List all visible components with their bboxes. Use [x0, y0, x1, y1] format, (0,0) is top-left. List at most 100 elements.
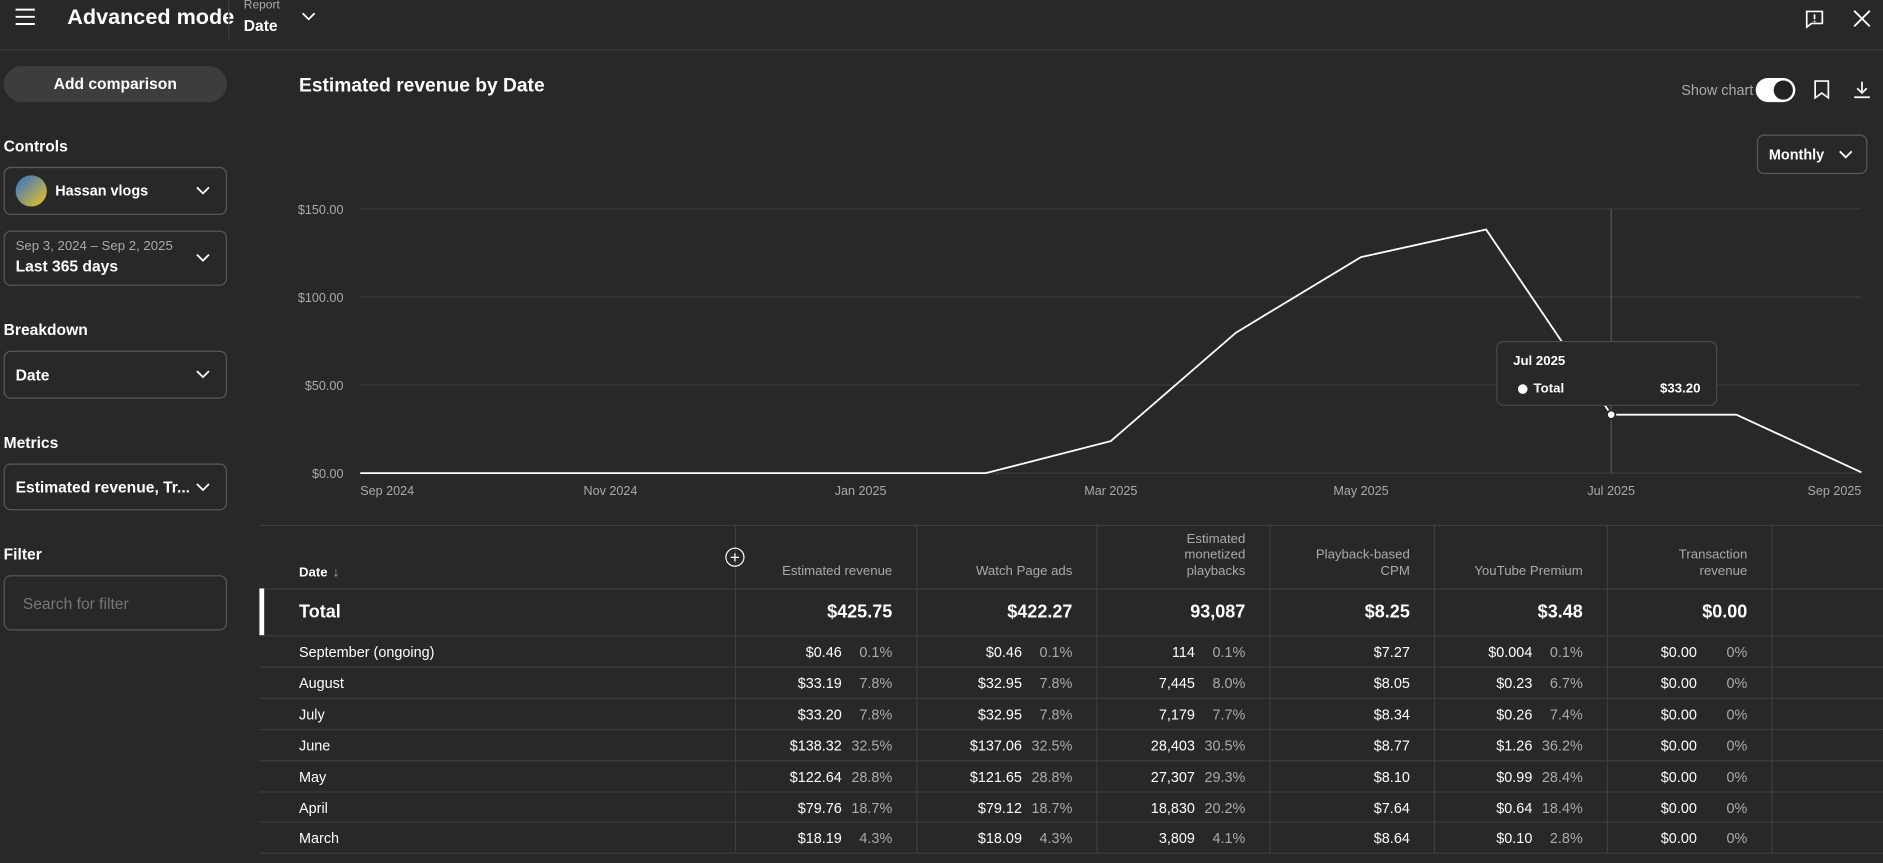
- menu-icon[interactable]: [14, 7, 36, 26]
- x-tick-label: Sep 2024: [360, 484, 414, 498]
- cell-value: 114: [1171, 643, 1195, 661]
- cell-value: $0.00: [1660, 705, 1697, 723]
- cell-value: $0.00: [1660, 830, 1697, 848]
- x-tick-label: Jul 2025: [1587, 484, 1635, 498]
- x-tick-label: May 2025: [1333, 484, 1388, 498]
- row-label: March: [299, 830, 340, 848]
- row-divider: [259, 759, 1883, 761]
- row-divider: [259, 697, 1883, 699]
- cell-value: $7.27: [1373, 643, 1410, 661]
- date-preset: Last 365 days: [15, 256, 119, 276]
- total-cell: 93,087: [1190, 601, 1246, 623]
- chart-title: Estimated revenue by Date: [299, 75, 545, 97]
- cell-percent: 18.7%: [851, 799, 893, 817]
- cell-percent: 0.1%: [859, 643, 893, 661]
- row-divider: [259, 728, 1883, 730]
- tooltip-series: Total: [1533, 381, 1565, 397]
- channel-name: Hassan vlogs: [55, 182, 149, 200]
- cell-percent: 0%: [1726, 768, 1748, 785]
- channel-select[interactable]: Hassan vlogs: [3, 166, 227, 215]
- date-select[interactable]: Sep 3, 2024 – Sep 2, 2025 Last 365 days: [3, 230, 227, 286]
- column-header: Playback-based CPM: [1315, 547, 1410, 579]
- date-range: Sep 3, 2024 – Sep 2, 2025: [15, 238, 173, 254]
- cell-value: 7,179: [1158, 705, 1195, 723]
- row-divider: [259, 821, 1883, 824]
- row-label: May: [299, 768, 327, 785]
- cell-percent: 36.2%: [1541, 736, 1583, 754]
- cell-value: $0.26: [1496, 705, 1533, 723]
- row-label: April: [299, 799, 328, 817]
- interval-select[interactable]: Monthly: [1756, 134, 1868, 175]
- total-cell: $3.48: [1537, 601, 1583, 623]
- cell-percent: 4.3%: [1039, 830, 1073, 848]
- report-value[interactable]: Date: [243, 16, 278, 35]
- total-cell: $422.27: [1007, 601, 1073, 623]
- cell-value: $1.26: [1496, 736, 1533, 754]
- date-header: Date: [299, 565, 328, 581]
- bookmark-icon[interactable]: [1813, 79, 1830, 100]
- cell-value: 7,445: [1158, 674, 1195, 692]
- x-tick-label: Nov 2024: [583, 484, 637, 498]
- filter-placeholder: Search for filter: [22, 594, 129, 613]
- chevron: [1839, 150, 1853, 159]
- chevron: [196, 370, 210, 379]
- cell-percent: 18.4%: [1541, 799, 1583, 817]
- cell-percent: 0%: [1726, 799, 1748, 817]
- x-tick-label: Jan 2025: [835, 484, 887, 498]
- metrics-select[interactable]: Estimated revenue, Tr...: [3, 463, 227, 511]
- tooltip-title: Jul 2025: [1513, 354, 1566, 369]
- cell-percent: 29.3%: [1204, 768, 1246, 785]
- cell-percent: 32.5%: [1031, 736, 1073, 754]
- tooltip-dot: [1517, 384, 1528, 394]
- y-tick-label: $150.00: [298, 203, 344, 217]
- cell-value: $0.00: [1660, 674, 1697, 692]
- cell-percent: 0%: [1726, 674, 1748, 692]
- total-label: Total: [299, 601, 341, 623]
- chevron[interactable]: [300, 11, 317, 23]
- cell-percent: 18.7%: [1031, 799, 1073, 817]
- cell-value: $8.34: [1373, 705, 1410, 723]
- section-heading: Controls: [3, 136, 68, 155]
- filter-input[interactable]: Search for filter: [3, 575, 227, 631]
- download-icon[interactable]: [1853, 80, 1871, 99]
- cell-value: $0.64: [1496, 799, 1533, 817]
- cell-percent: 6.7%: [1549, 674, 1583, 692]
- row-divider: [259, 852, 1883, 855]
- show-chart-label: Show chart: [1681, 81, 1754, 99]
- section-heading: Filter: [3, 545, 42, 564]
- cell-value: 28,403: [1150, 736, 1195, 754]
- column-divider: [1771, 524, 1773, 853]
- column-header: Estimated monetized playbacks: [1184, 531, 1246, 579]
- column-divider: [734, 524, 737, 853]
- section-heading: Breakdown: [3, 320, 88, 339]
- cell-value: 27,307: [1150, 768, 1195, 785]
- add-comparison-button[interactable]: Add comparison: [3, 66, 227, 103]
- cell-percent: 2.8%: [1549, 830, 1583, 848]
- show-chart-toggle[interactable]: [1755, 78, 1796, 103]
- interval-value: Monthly: [1768, 146, 1825, 164]
- breakdown-value: Date: [15, 366, 50, 385]
- cell-value: $7.64: [1373, 799, 1410, 817]
- cell-value: $8.10: [1373, 768, 1410, 785]
- cell-percent: 7.8%: [859, 674, 893, 692]
- cell-percent: 0%: [1726, 830, 1748, 848]
- feedback-icon[interactable]: [1805, 10, 1824, 29]
- row-divider: [259, 666, 1883, 668]
- chevron: [196, 186, 210, 195]
- cell-value: $8.77: [1373, 736, 1410, 754]
- cell-percent: 20.2%: [1204, 799, 1246, 817]
- y-tick-label: $50.00: [305, 379, 344, 393]
- channel-avatar: [15, 175, 47, 207]
- close-icon[interactable]: [1853, 10, 1871, 28]
- cell-value: $137.06: [969, 736, 1022, 754]
- cell-value: $8.64: [1373, 830, 1410, 848]
- cell-value: $0.00: [1660, 799, 1697, 817]
- cell-percent: 0%: [1726, 736, 1748, 754]
- cell-value: $121.65: [969, 768, 1022, 785]
- cell-percent: 0%: [1726, 705, 1748, 723]
- cell-percent: 28.8%: [1031, 768, 1073, 785]
- column-divider: [916, 524, 918, 853]
- cell-percent: 7.8%: [1039, 674, 1073, 692]
- breakdown-select[interactable]: Date: [3, 350, 227, 399]
